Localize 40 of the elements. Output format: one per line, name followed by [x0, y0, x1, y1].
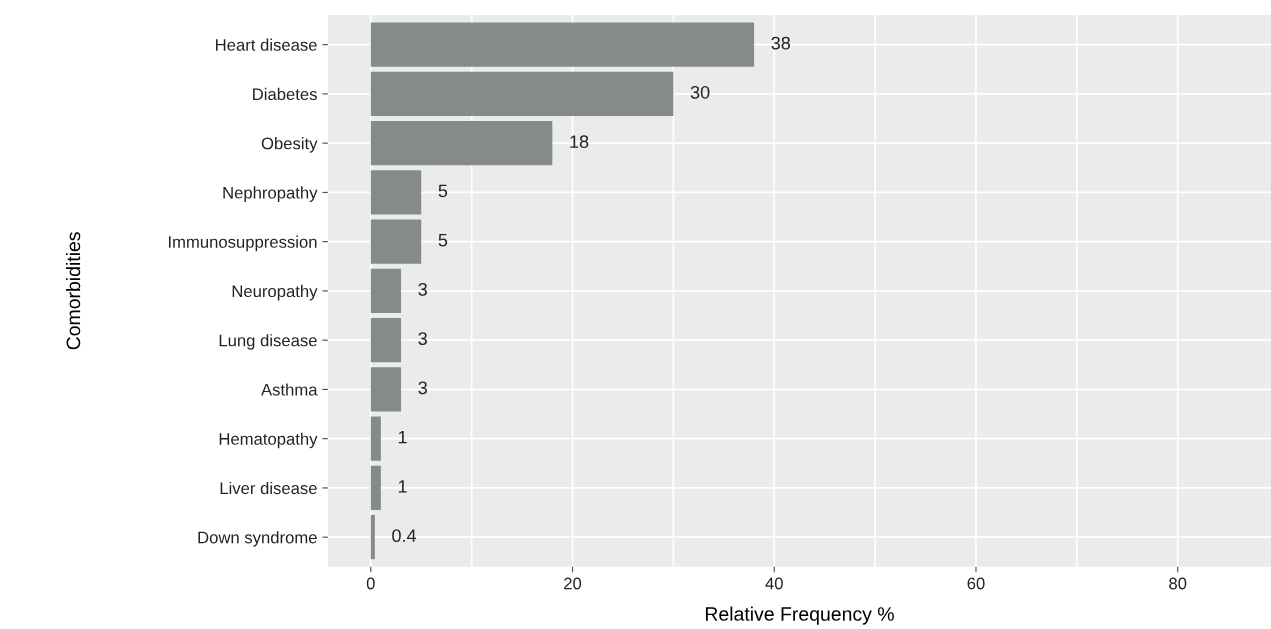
data-label: 0.4	[392, 529, 417, 543]
bar	[370, 120, 553, 166]
x-tick-label: 60	[967, 577, 985, 590]
y-axis-title: Comorbidities	[65, 232, 81, 350]
data-label: 30	[690, 85, 710, 99]
bar	[370, 170, 422, 215]
data-label: 3	[418, 332, 427, 346]
bar	[370, 515, 375, 560]
y-tick-label: Heart disease	[216, 38, 317, 51]
bar	[370, 465, 381, 511]
y-tick-label: Neuropathy	[232, 284, 318, 301]
data-label: 5	[438, 233, 448, 247]
y-tick-label: Hematopathy	[219, 432, 318, 449]
data-label: 3	[418, 282, 427, 296]
data-label: 1	[398, 480, 407, 493]
y-tick-label: Down syndrome	[198, 531, 317, 547]
y-tick-label: Obesity	[261, 137, 318, 153]
bar	[370, 219, 422, 264]
bar	[370, 367, 402, 412]
x-tick-label: 0	[366, 577, 375, 590]
y-tick-label: Liver disease	[220, 481, 317, 495]
y-tick-label: Nephropathy	[223, 186, 318, 202]
x-tick-label: 40	[765, 577, 783, 590]
y-tick-label: Asthma	[261, 383, 318, 396]
x-tick-label: 80	[1169, 577, 1187, 590]
y-tick-label: Immunosuppression	[168, 235, 317, 252]
x-tick-label: 20	[564, 577, 582, 590]
bar	[370, 318, 402, 363]
data-label: 3	[418, 381, 427, 395]
data-label: 18	[570, 135, 589, 148]
x-axis-title: Relative Frequency %	[705, 606, 894, 625]
bar	[370, 22, 755, 67]
y-tick-label: Diabetes	[253, 87, 317, 101]
bar	[370, 71, 674, 117]
data-label: 38	[771, 36, 791, 50]
data-label: 1	[398, 430, 407, 444]
data-label: 5	[438, 184, 448, 198]
bar	[370, 416, 381, 461]
y-tick-label: Lung disease	[219, 334, 317, 350]
bar	[370, 268, 402, 314]
